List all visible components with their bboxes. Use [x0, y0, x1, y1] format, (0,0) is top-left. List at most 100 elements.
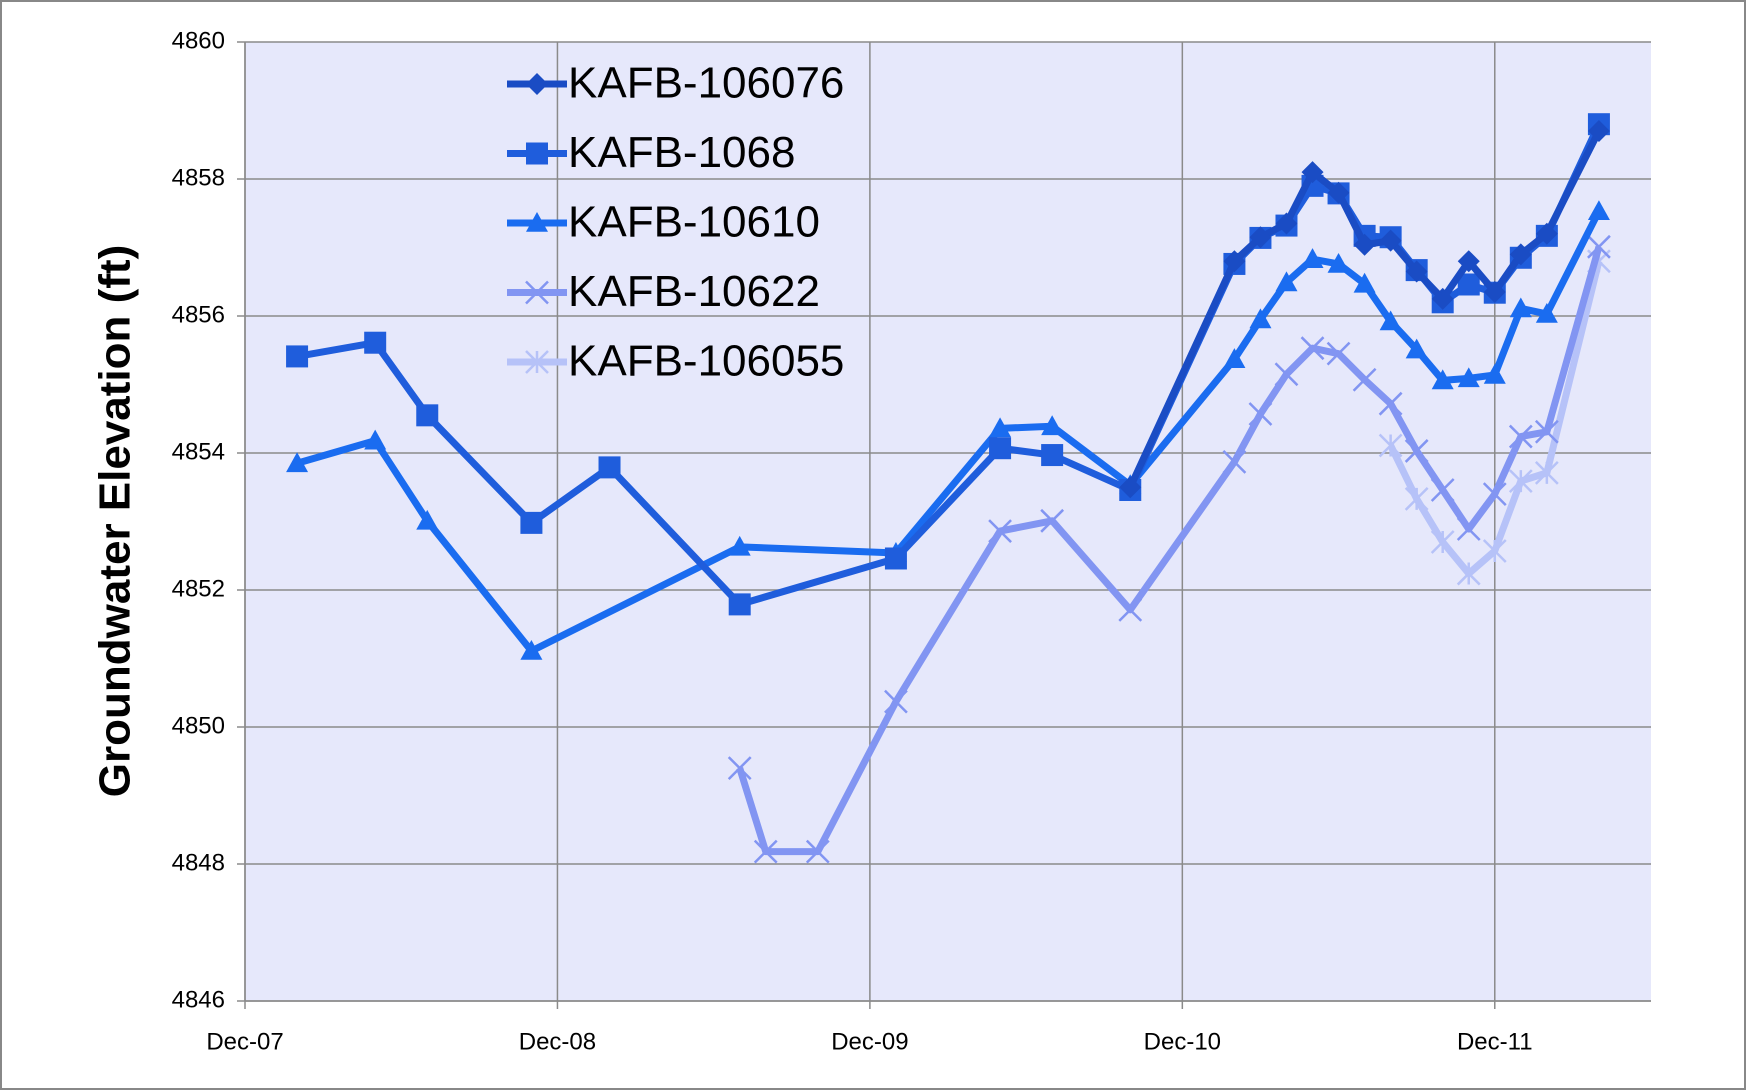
- x-tick-label: Dec-07: [206, 1028, 283, 1055]
- marker: [1431, 287, 1454, 310]
- marker: [728, 593, 751, 616]
- series: [1378, 249, 1611, 586]
- marker: [1534, 419, 1559, 444]
- marker: [1509, 297, 1532, 318]
- marker: [1456, 517, 1481, 541]
- marker: [286, 345, 309, 368]
- marker: [1041, 444, 1064, 467]
- marker: [1534, 460, 1559, 485]
- marker: [1587, 234, 1611, 259]
- marker: [1378, 433, 1403, 458]
- marker: [416, 404, 439, 427]
- plot-area: [245, 42, 1651, 1001]
- legend-label: KAFB-10610: [568, 198, 820, 247]
- marker: [1456, 561, 1481, 586]
- marker: [1430, 530, 1455, 554]
- marker: [1405, 260, 1428, 283]
- marker: [364, 331, 387, 354]
- y-tick-label: 4860: [172, 27, 225, 54]
- marker: [1379, 310, 1402, 331]
- marker: [520, 639, 543, 660]
- marker: [1509, 243, 1532, 266]
- marker: [1431, 369, 1454, 390]
- marker: [1483, 363, 1506, 384]
- marker: [989, 437, 1012, 460]
- marker: [1379, 229, 1402, 252]
- marker: [1248, 402, 1273, 426]
- x-tick-label: Dec-11: [1457, 1028, 1533, 1055]
- marker: [1353, 233, 1376, 256]
- y-tick-label: 4852: [172, 575, 225, 602]
- marker: [1275, 271, 1298, 292]
- y-tick-label: 4846: [172, 986, 225, 1013]
- marker: [1404, 439, 1429, 463]
- marker: [1405, 338, 1428, 359]
- marker: [1327, 181, 1350, 204]
- marker: [1535, 222, 1558, 245]
- x-tick-label: Dec-09: [831, 1028, 908, 1055]
- marker: [1249, 308, 1272, 329]
- marker: [1300, 336, 1325, 361]
- marker: [884, 547, 907, 570]
- marker: [1327, 252, 1350, 273]
- grid: 4846 4848 4850 4852 4854 4856 4858 4860 Dec-07 De…: [172, 27, 1651, 1055]
- marker: [728, 535, 751, 556]
- marker: [1535, 302, 1558, 323]
- marker: [989, 417, 1012, 438]
- marker: [1352, 367, 1377, 392]
- marker: [1222, 450, 1247, 474]
- marker: [526, 142, 548, 165]
- marker: [1378, 391, 1403, 416]
- marker: [364, 429, 387, 450]
- marker: [1457, 273, 1480, 296]
- marker: [1587, 200, 1610, 220]
- y-tick-label: 4856: [172, 301, 225, 328]
- y-tick-label: 4848: [172, 849, 225, 876]
- marker: [1457, 367, 1480, 388]
- marker: [753, 839, 778, 864]
- marker: [598, 456, 621, 479]
- series-line: [1387, 260, 1603, 578]
- marker: [884, 689, 908, 714]
- marker: [1249, 226, 1272, 249]
- marker: [1482, 539, 1507, 563]
- x-tick-label: Dec-10: [1144, 1028, 1221, 1055]
- marker: [1119, 476, 1142, 499]
- marker: [1482, 482, 1507, 506]
- x-tick-label: Dec-08: [519, 1028, 596, 1055]
- legend-label: KAFB-1068: [568, 128, 795, 177]
- legend-label: KAFB-10622: [568, 267, 820, 316]
- y-tick-label: 4858: [172, 164, 225, 191]
- marker: [525, 280, 549, 305]
- marker: [1353, 272, 1376, 293]
- marker: [1223, 250, 1246, 273]
- marker: [1274, 362, 1299, 387]
- series: [727, 234, 1611, 864]
- y-axis-label: Groundwater Elevation (ft): [91, 245, 140, 797]
- marker: [1041, 415, 1064, 436]
- y-tick-label: 4854: [172, 438, 225, 465]
- marker: [1483, 281, 1506, 304]
- marker: [1457, 250, 1480, 273]
- legend: KAFB-106076 KAFB-1068 KAFB-10610 KAFB-10622…: [507, 59, 844, 386]
- marker: [805, 839, 830, 864]
- legend-label: KAFB-106055: [568, 337, 844, 386]
- marker: [286, 452, 309, 473]
- marker: [416, 509, 439, 530]
- marker: [1326, 341, 1351, 366]
- series: [1119, 120, 1610, 499]
- marker: [526, 212, 548, 232]
- marker: [525, 350, 549, 374]
- marker: [1223, 348, 1246, 368]
- y-tick-label: 4850: [172, 712, 225, 739]
- marker: [1275, 212, 1298, 235]
- marker: [1430, 478, 1455, 502]
- legend-label: KAFB-106076: [568, 59, 844, 108]
- marker: [1508, 469, 1533, 493]
- marker: [1118, 597, 1143, 622]
- series-group: [286, 113, 1611, 864]
- marker: [727, 756, 752, 780]
- marker: [988, 519, 1012, 543]
- marker: [526, 73, 548, 95]
